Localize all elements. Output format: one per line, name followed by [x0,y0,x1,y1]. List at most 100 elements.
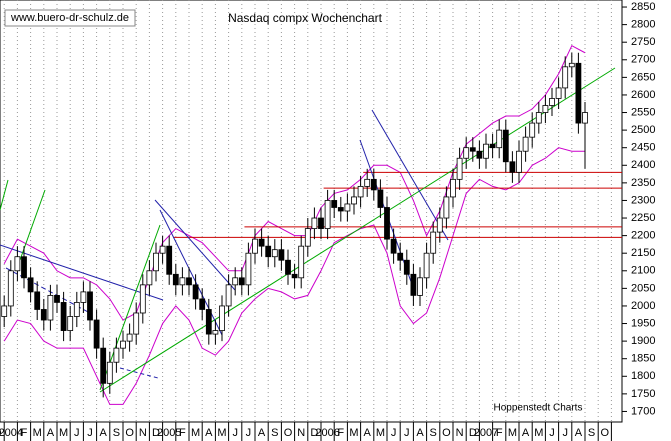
candle-body [159,245,166,254]
band-upper [3,45,586,321]
x-tick-label: J [87,427,93,439]
y-tick-label: 1900 [631,335,655,347]
candle-body [80,291,87,303]
candle-body [87,291,93,321]
y-tick-label: 1850 [631,353,655,365]
x-tick-label: J [404,427,410,439]
x-tick-label: 2006 [315,427,339,439]
candle-body [397,252,404,261]
candle-body [219,305,225,331]
candle-body [166,245,173,275]
candle-body [568,62,575,68]
y-tick-label: 2750 [631,36,655,48]
candle-body [417,277,423,296]
x-tick-label: O [284,427,293,439]
candle-body [258,238,265,247]
candle-body [502,129,509,163]
x-tick-label: A [575,427,583,439]
candle-body [133,312,140,335]
candle-body [324,200,331,229]
x-tick-label: M [376,427,385,439]
candle-body [139,284,146,314]
x-tick-label: D [152,427,160,439]
candle-body [351,196,357,205]
candle-body [542,105,549,113]
candle-body [252,238,258,254]
y-tick-label: 2550 [631,106,655,118]
trend-line [371,109,449,241]
candle-body [225,284,232,307]
candle-body [14,256,21,272]
candle-body [238,277,245,286]
y-tick-label: 2300 [631,194,655,206]
x-tick-label: F [337,427,344,439]
candle-body [291,273,298,279]
candle-body [199,298,206,310]
candle-body [106,361,113,384]
plot-frame [0,0,623,423]
candle-body [100,347,107,384]
candle-body [47,294,54,321]
x-tick-label: A [47,427,55,439]
candle-body [562,66,569,89]
candle-body [331,200,338,208]
candle-body [34,291,41,310]
candle-body [54,294,60,303]
x-tick-label: D [310,427,318,439]
candle-body [1,305,8,317]
candle-body [271,249,278,258]
y-tick-label: 2600 [631,89,655,101]
y-tick-label: 1750 [631,388,655,400]
candle-body [522,136,529,152]
candle-body [153,252,159,272]
candle-body [318,217,324,229]
x-tick-label: J [246,427,252,439]
candle-body [483,143,489,159]
x-tick-label: J [562,427,568,439]
y-tick-label: 2050 [631,282,655,294]
x-tick-label: 2005 [157,427,181,439]
candle-body [311,217,318,229]
candle-body [265,245,272,258]
x-tick-label: J [549,427,555,439]
candle-body [443,196,450,219]
y-tick-label: 2850 [631,1,655,13]
candle-body [357,185,364,198]
candle-body [113,347,120,363]
candle-body [337,207,344,212]
candle-body [304,228,311,247]
x-tick-label: A [416,427,424,439]
trend-line [99,67,616,393]
y-tick-label: 2500 [631,124,655,136]
candle-body [60,302,67,331]
x-tick-label: M [217,427,226,439]
candle-body [390,238,397,254]
x-tick-label: M [59,427,68,439]
x-tick-label: A [364,427,372,439]
x-tick-label: S [113,427,120,439]
x-tick-label: M [33,427,42,439]
candle-body [179,277,186,286]
candle-body [489,143,496,149]
y-tick-label: 2000 [631,300,655,312]
candle-body [7,270,14,307]
candle-body [186,277,192,286]
x-tick-label: A [522,427,530,439]
x-tick-label: D [0,427,2,439]
candle-body [469,147,476,152]
x-tick-label: J [391,427,397,439]
x-tick-label: F [21,427,28,439]
y-tick-label: 2200 [631,230,655,242]
candle-body [245,252,252,286]
candle-body [298,245,305,279]
candle-body [436,217,443,233]
trend-line [0,179,9,211]
x-tick-label: J [232,427,238,439]
x-tick-label: F [179,427,186,439]
y-tick-label: 1950 [631,317,655,329]
candle-body [535,112,542,124]
y-tick-label: 2800 [631,19,655,31]
candle-body [126,333,133,342]
y-tick-label: 2350 [631,177,655,189]
